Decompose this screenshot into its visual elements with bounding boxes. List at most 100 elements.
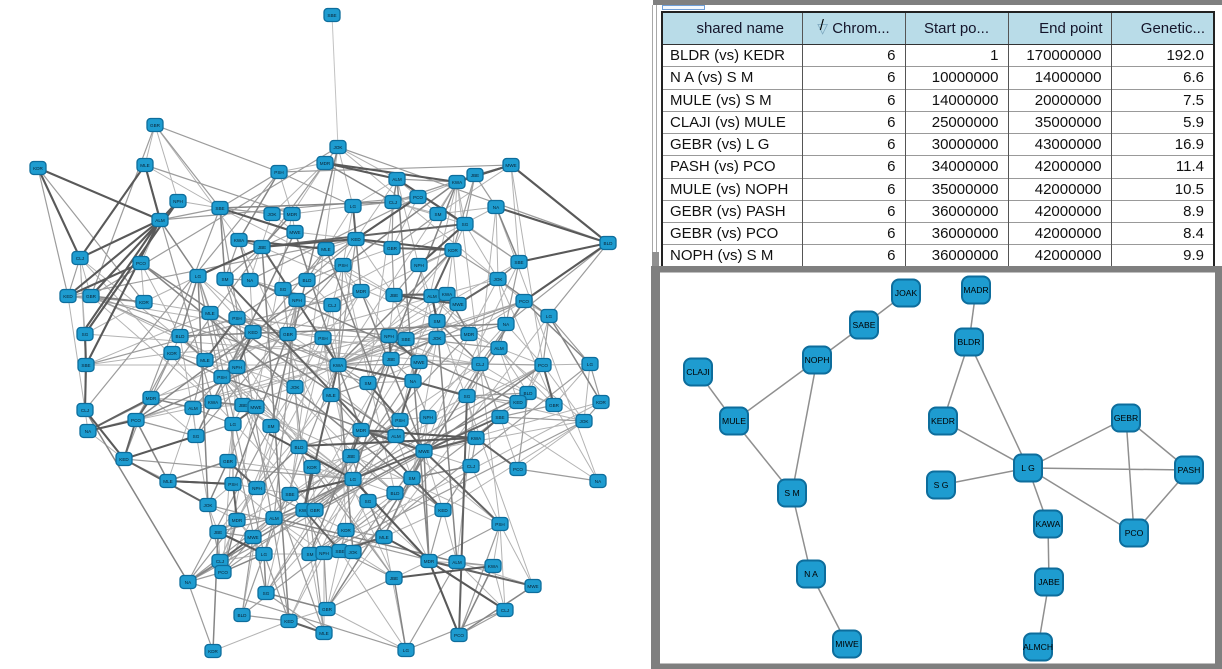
svg-text:LG: LG	[587, 362, 594, 367]
svg-text:BLD: BLD	[391, 491, 401, 496]
svg-text:SBE: SBE	[215, 206, 224, 211]
svg-text:PSH: PSH	[395, 418, 404, 423]
svg-text:PSH: PSH	[495, 522, 504, 527]
svg-text:PSH: PSH	[318, 336, 327, 341]
svg-text:JOAK: JOAK	[895, 288, 918, 298]
svg-text:L G: L G	[1021, 463, 1035, 473]
svg-text:NPH: NPH	[292, 298, 302, 303]
svg-text:S G: S G	[934, 480, 949, 490]
svg-text:PSH: PSH	[217, 375, 226, 380]
svg-text:JBE: JBE	[387, 357, 395, 362]
svg-text:GBR: GBR	[310, 508, 321, 513]
svg-text:ALM: ALM	[188, 406, 198, 411]
svg-text:PCO: PCO	[519, 299, 529, 304]
svg-text:LG: LG	[350, 204, 357, 209]
svg-text:JBE: JBE	[390, 293, 398, 298]
svg-text:BLD: BLD	[176, 334, 186, 339]
svg-text:SG: SG	[365, 499, 372, 504]
svg-text:MIWE: MIWE	[835, 639, 859, 649]
svg-text:CLJ: CLJ	[501, 608, 509, 613]
svg-text:CLJ: CLJ	[476, 362, 484, 367]
svg-text:ALM: ALM	[391, 434, 401, 439]
svg-text:PCO: PCO	[1125, 528, 1144, 538]
svg-text:JBE: JBE	[258, 245, 266, 250]
svg-text:KWA: KWA	[234, 238, 245, 243]
svg-text:MLE: MLE	[326, 393, 335, 398]
svg-text:CLJ: CLJ	[76, 256, 84, 261]
svg-text:SM: SM	[435, 212, 442, 217]
svg-text:BLD: BLD	[604, 241, 614, 246]
svg-text:KWA: KWA	[442, 292, 453, 297]
svg-text:JOK: JOK	[580, 419, 590, 424]
svg-text:NPH: NPH	[252, 486, 262, 491]
svg-text:SG: SG	[263, 591, 270, 596]
svg-text:PCO: PCO	[538, 363, 548, 368]
svg-text:NPH: NPH	[423, 415, 433, 420]
svg-text:KEDR: KEDR	[931, 416, 955, 426]
svg-text:JBE: JBE	[239, 403, 247, 408]
svg-text:GBR: GBR	[223, 459, 234, 464]
svg-text:KWA: KWA	[299, 508, 310, 513]
svg-text:KDR: KDR	[307, 465, 317, 470]
svg-text:GBR: GBR	[283, 332, 294, 337]
svg-text:PCO: PCO	[413, 195, 423, 200]
svg-text:LG: LG	[403, 648, 410, 653]
svg-text:SBE: SBE	[81, 363, 90, 368]
svg-text:JOK: JOK	[433, 336, 443, 341]
svg-text:JBE: JBE	[214, 530, 222, 535]
svg-text:MLE: MLE	[200, 358, 209, 363]
svg-text:KED: KED	[438, 508, 448, 513]
svg-text:MDR: MDR	[146, 396, 157, 401]
svg-text:PSH: PSH	[274, 170, 283, 175]
svg-text:JBE: JBE	[471, 173, 479, 178]
svg-text:ALM: ALM	[452, 560, 462, 565]
svg-text:PCO: PCO	[513, 467, 523, 472]
svg-text:JBE: JBE	[390, 576, 398, 581]
svg-text:MULE: MULE	[722, 416, 746, 426]
svg-text:KED: KED	[63, 294, 73, 299]
svg-text:SBE: SBE	[495, 415, 504, 420]
svg-text:SBE: SBE	[514, 260, 523, 265]
svg-text:PSH: PSH	[228, 482, 237, 487]
svg-text:NA: NA	[595, 479, 602, 484]
svg-text:MWE: MWE	[505, 163, 516, 168]
svg-text:SBE: SBE	[335, 549, 344, 554]
svg-text:CLJ: CLJ	[81, 408, 89, 413]
svg-text:JOK: JOK	[291, 385, 301, 390]
svg-text:JOK: JOK	[334, 145, 344, 150]
svg-text:KDR: KDR	[208, 649, 218, 654]
svg-text:MADR: MADR	[963, 285, 988, 295]
svg-text:KWA: KWA	[452, 180, 463, 185]
svg-text:KED: KED	[119, 457, 129, 462]
svg-text:NPH: NPH	[319, 551, 329, 556]
svg-text:ALM: ALM	[494, 346, 504, 351]
svg-text:KWA: KWA	[333, 363, 344, 368]
svg-text:MDR: MDR	[287, 212, 298, 217]
svg-text:SM: SM	[307, 552, 314, 557]
svg-text:ALM: ALM	[427, 294, 437, 299]
svg-text:ALM: ALM	[392, 177, 402, 182]
svg-text:SG: SG	[462, 222, 469, 227]
svg-text:MDR: MDR	[464, 332, 475, 337]
svg-text:KED: KED	[284, 619, 294, 624]
svg-text:KED: KED	[248, 330, 258, 335]
svg-text:SG: SG	[82, 332, 89, 337]
svg-text:NA: NA	[410, 379, 417, 384]
svg-text:MWE: MWE	[250, 405, 261, 410]
svg-text:MLE: MLE	[379, 535, 388, 540]
svg-text:CLJ: CLJ	[467, 464, 475, 469]
svg-text:KWA: KWA	[208, 400, 219, 405]
svg-text:MWE: MWE	[452, 302, 463, 307]
svg-text:SM: SM	[222, 277, 229, 282]
svg-text:KDR: KDR	[33, 166, 43, 171]
svg-text:MDR: MDR	[320, 161, 331, 166]
svg-text:KDR: KDR	[448, 248, 458, 253]
svg-text:BLD: BLD	[524, 391, 534, 396]
svg-text:KDR: KDR	[596, 400, 606, 405]
svg-text:ALM: ALM	[155, 218, 165, 223]
svg-text:MDR: MDR	[356, 289, 367, 294]
svg-text:KED: KED	[351, 237, 361, 242]
svg-text:GBR: GBR	[322, 607, 333, 612]
svg-text:CLJ: CLJ	[328, 303, 336, 308]
svg-text:MLE: MLE	[140, 163, 149, 168]
